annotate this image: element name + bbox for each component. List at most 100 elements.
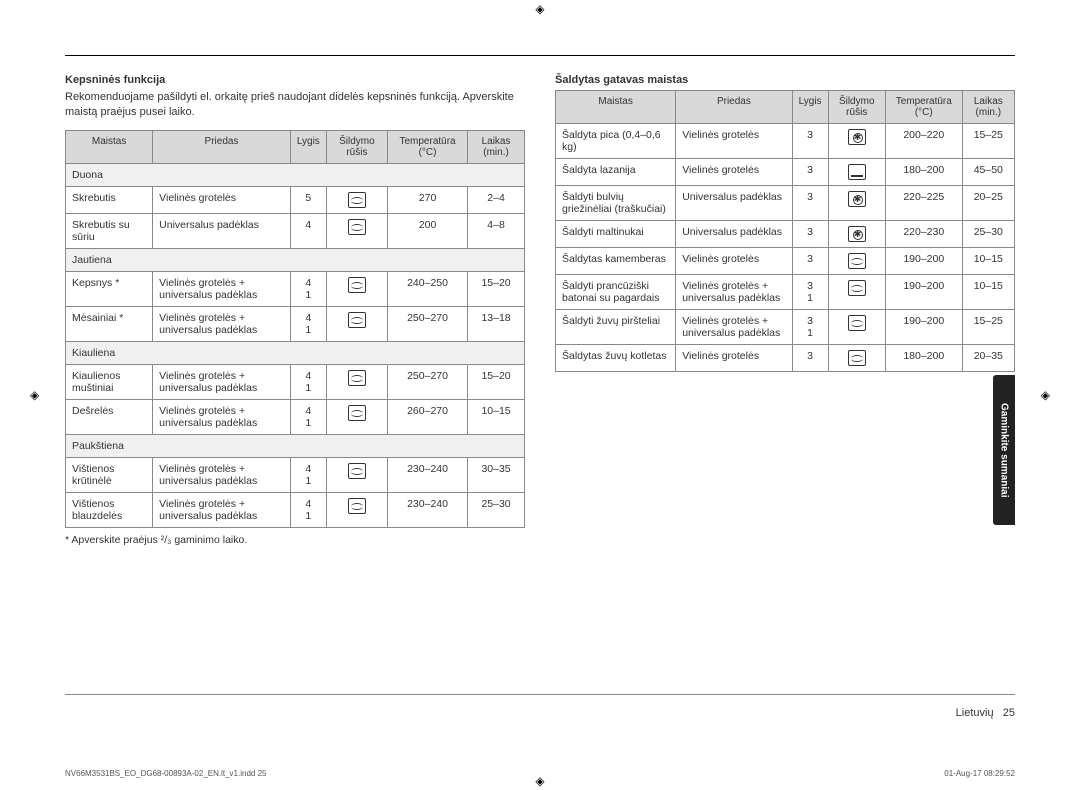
cell: 3	[792, 186, 828, 221]
table-row: Šaldyti žuvų piršteliaiVielinės grotelės…	[556, 310, 1015, 345]
cell: Šaldyta lazanija	[556, 159, 676, 186]
wave-icon	[348, 498, 366, 514]
table-row: Kiaulienos muštiniaiVielinės grotelės + …	[66, 364, 525, 399]
cell	[828, 310, 885, 345]
table-row: DešrelėsVielinės grotelės + universalus …	[66, 399, 525, 434]
two-column-layout: Kepsninės funkcija Rekomenduojame pašild…	[65, 74, 1015, 546]
cell: 3	[792, 345, 828, 372]
cell: 250–270	[388, 364, 468, 399]
cell: 15–25	[962, 124, 1014, 159]
frozen-table-body: Šaldyta pica (0,4–0,6 kg)Vielinės grotel…	[556, 124, 1015, 372]
table-row: Šaldyta pica (0,4–0,6 kg)Vielinės grotel…	[556, 124, 1015, 159]
bottom-icon	[848, 164, 866, 180]
cell: 270	[388, 186, 468, 213]
cell: 20–25	[962, 186, 1014, 221]
imprint-line: NV66M3531BS_EO_DG68-00893A-02_EN.lt_v1.i…	[65, 769, 1015, 778]
wave-icon	[348, 370, 366, 386]
cell: Vielinės grotelės	[676, 124, 792, 159]
col-level: Lygis	[290, 130, 326, 163]
cell: Mėsainiai *	[66, 306, 153, 341]
cell: 15–20	[468, 364, 525, 399]
cell: Vielinės grotelės + universalus padėklas	[676, 275, 792, 310]
cell: 200	[388, 213, 468, 248]
table-row: Šaldytas žuvų kotletasVielinės grotelės3…	[556, 345, 1015, 372]
top-rule	[65, 55, 1015, 56]
cell	[828, 221, 885, 248]
table-row: Vištienos blauzdelėsVielinės grotelės + …	[66, 492, 525, 527]
cell: Vištienos blauzdelės	[66, 492, 153, 527]
cell: Vielinės grotelės + universalus padėklas	[153, 271, 291, 306]
cell: 10–15	[962, 275, 1014, 310]
cell	[326, 399, 387, 434]
left-intro-text: Rekomenduojame pašildyti el. orkaitę pri…	[65, 90, 525, 120]
cell: 220–230	[885, 221, 962, 248]
fan-icon	[848, 129, 866, 145]
right-column: Šaldytas gatavas maistas Maistas Priedas…	[555, 74, 1015, 546]
cell: 4 1	[290, 492, 326, 527]
cell: 25–30	[962, 221, 1014, 248]
wave-icon	[848, 280, 866, 296]
col-time: Laikas (min.)	[468, 130, 525, 163]
grill-table-body: DuonaSkrebutisVielinės grotelės52702–4Sk…	[66, 163, 525, 527]
table-row: Šaldyti maltinukaiUniversalus padėklas32…	[556, 221, 1015, 248]
category-label: Jautiena	[66, 248, 525, 271]
cell: 3	[792, 221, 828, 248]
table-row: Šaldyti bulvių griežinėliai (traškučiai)…	[556, 186, 1015, 221]
cell: 25–30	[468, 492, 525, 527]
cell: 4 1	[290, 271, 326, 306]
cell	[326, 271, 387, 306]
table-row: Skrebutis su sūriuUniversalus padėklas42…	[66, 213, 525, 248]
cell: 20–35	[962, 345, 1014, 372]
col-food: Maistas	[556, 91, 676, 124]
table-row: Šaldyti prancūziški batonai su pagardais…	[556, 275, 1015, 310]
table-row: SkrebutisVielinės grotelės52702–4	[66, 186, 525, 213]
cell	[828, 186, 885, 221]
col-temp: Temperatūra (°C)	[388, 130, 468, 163]
cell: 260–270	[388, 399, 468, 434]
cell: 3 1	[792, 310, 828, 345]
wave-icon	[348, 312, 366, 328]
category-row: Duona	[66, 163, 525, 186]
cell: 4 1	[290, 399, 326, 434]
footnote: * Apverskite praėjus ²/₃ gaminimo laiko.	[65, 534, 525, 546]
cell	[326, 457, 387, 492]
cell: 10–15	[962, 248, 1014, 275]
wave-icon	[348, 219, 366, 235]
col-acc: Priedas	[153, 130, 291, 163]
wave-icon	[348, 277, 366, 293]
cell	[828, 124, 885, 159]
cell	[828, 248, 885, 275]
cell: Šaldytas žuvų kotletas	[556, 345, 676, 372]
cell: Kepsnys *	[66, 271, 153, 306]
frozen-table: Maistas Priedas Lygis Šildymo rūšis Temp…	[555, 90, 1015, 372]
col-acc: Priedas	[676, 91, 792, 124]
cell: 4 1	[290, 364, 326, 399]
cell: 4–8	[468, 213, 525, 248]
page-no: 25	[1003, 707, 1015, 719]
table-row: Mėsainiai *Vielinės grotelės + universal…	[66, 306, 525, 341]
wave-icon	[848, 315, 866, 331]
cell	[326, 306, 387, 341]
col-temp: Temperatūra (°C)	[885, 91, 962, 124]
right-section-title: Šaldytas gatavas maistas	[555, 74, 1015, 86]
cell: 4	[290, 213, 326, 248]
wave-icon	[848, 253, 866, 269]
col-heat: Šildymo rūšis	[326, 130, 387, 163]
cell: 250–270	[388, 306, 468, 341]
left-section-title: Kepsninės funkcija	[65, 74, 525, 86]
cell: 230–240	[388, 457, 468, 492]
grill-table: Maistas Priedas Lygis Šildymo rūšis Temp…	[65, 130, 525, 528]
cell: 10–15	[468, 399, 525, 434]
cell: 4 1	[290, 306, 326, 341]
cell: 4 1	[290, 457, 326, 492]
category-row: Kiauliena	[66, 341, 525, 364]
imprint-left: NV66M3531BS_EO_DG68-00893A-02_EN.lt_v1.i…	[65, 769, 266, 778]
cell: 190–200	[885, 310, 962, 345]
cell	[828, 275, 885, 310]
cell: 3	[792, 124, 828, 159]
cell: Dešrelės	[66, 399, 153, 434]
crop-mark-top: ◈	[535, 2, 544, 16]
cell: 30–35	[468, 457, 525, 492]
wave-icon	[848, 350, 866, 366]
cell: 190–200	[885, 275, 962, 310]
